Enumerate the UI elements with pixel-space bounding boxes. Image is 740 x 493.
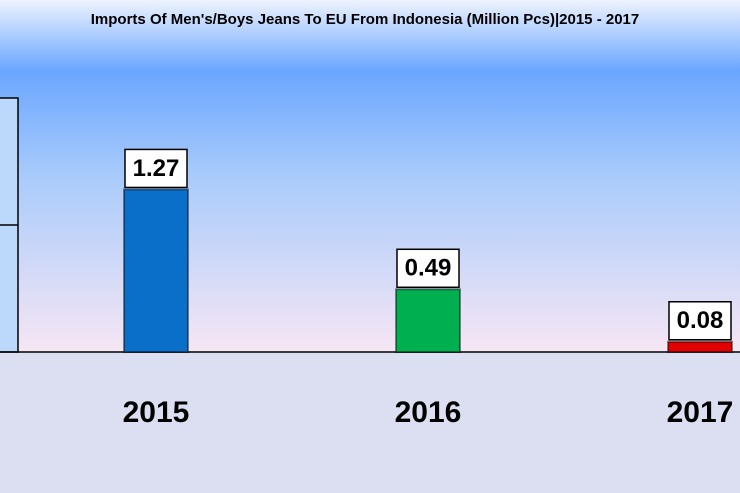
x-tick-label: 2015 bbox=[123, 396, 190, 429]
x-tick-label: 2017 bbox=[667, 396, 734, 429]
value-label-box bbox=[668, 301, 732, 341]
value-label-box bbox=[124, 148, 188, 189]
value-label-box bbox=[396, 248, 460, 289]
bar bbox=[395, 288, 461, 353]
bar bbox=[123, 188, 189, 353]
x-tick-label: 2016 bbox=[395, 396, 462, 429]
plot-background bbox=[0, 0, 740, 352]
floor-background bbox=[0, 352, 740, 493]
value-label: 1.27 bbox=[133, 155, 180, 182]
chart-title: Imports Of Men's/Boys Jeans To EU From I… bbox=[91, 11, 639, 28]
bar bbox=[667, 340, 733, 354]
value-label: 0.49 bbox=[405, 255, 452, 282]
value-label: 0.08 bbox=[677, 307, 724, 334]
